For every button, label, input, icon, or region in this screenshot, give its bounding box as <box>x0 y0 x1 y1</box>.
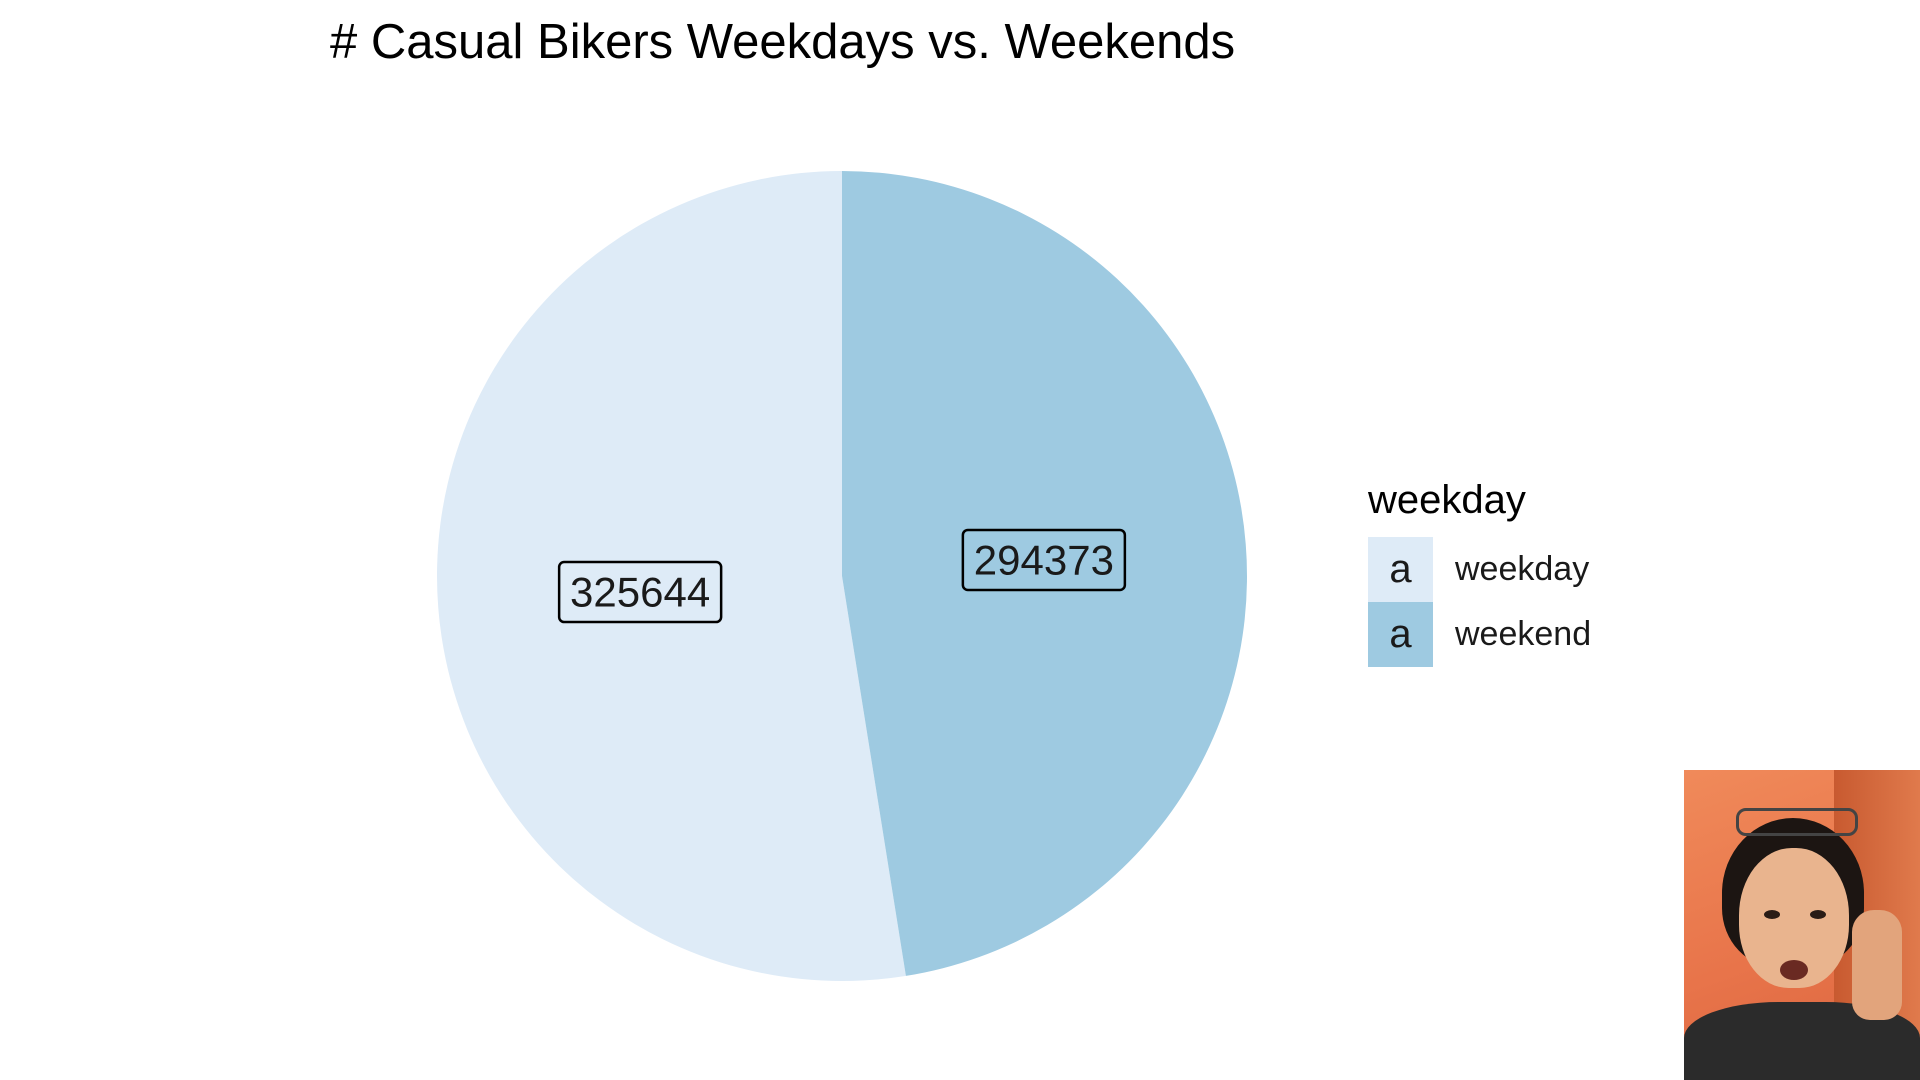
legend-key-weekday: a <box>1368 537 1433 602</box>
legend-item-weekend: a weekend <box>1368 602 1591 667</box>
chart-title: # Casual Bikers Weekdays vs. Weekends <box>330 15 1236 69</box>
data-label-weekday: 325644 <box>557 560 723 624</box>
webcam-thumbs-up <box>1852 910 1902 1020</box>
webcam-person-eye <box>1810 910 1826 919</box>
legend-label-weekday: weekday <box>1455 550 1590 588</box>
data-label-box-weekday <box>557 560 723 624</box>
data-label-box-weekend <box>961 528 1127 592</box>
webcam-overlay <box>1684 770 1920 1080</box>
legend-item-weekday: a weekday <box>1368 537 1591 602</box>
pie-slice-weekday <box>437 171 906 981</box>
data-label-text-weekday: 325644 <box>570 569 710 616</box>
webcam-person-eye <box>1764 910 1780 919</box>
webcam-glasses <box>1736 808 1858 836</box>
webcam-person-mouth <box>1780 960 1808 980</box>
pie-slice-weekend <box>842 171 1248 976</box>
legend: weekday a weekday a weekend <box>1368 478 1591 667</box>
legend-label-weekend: weekend <box>1455 615 1592 653</box>
data-label-text-weekend: 294373 <box>974 536 1114 583</box>
data-label-weekend: 294373 <box>961 528 1127 592</box>
legend-key-weekend: a <box>1368 602 1433 667</box>
legend-title: weekday <box>1368 478 1526 522</box>
